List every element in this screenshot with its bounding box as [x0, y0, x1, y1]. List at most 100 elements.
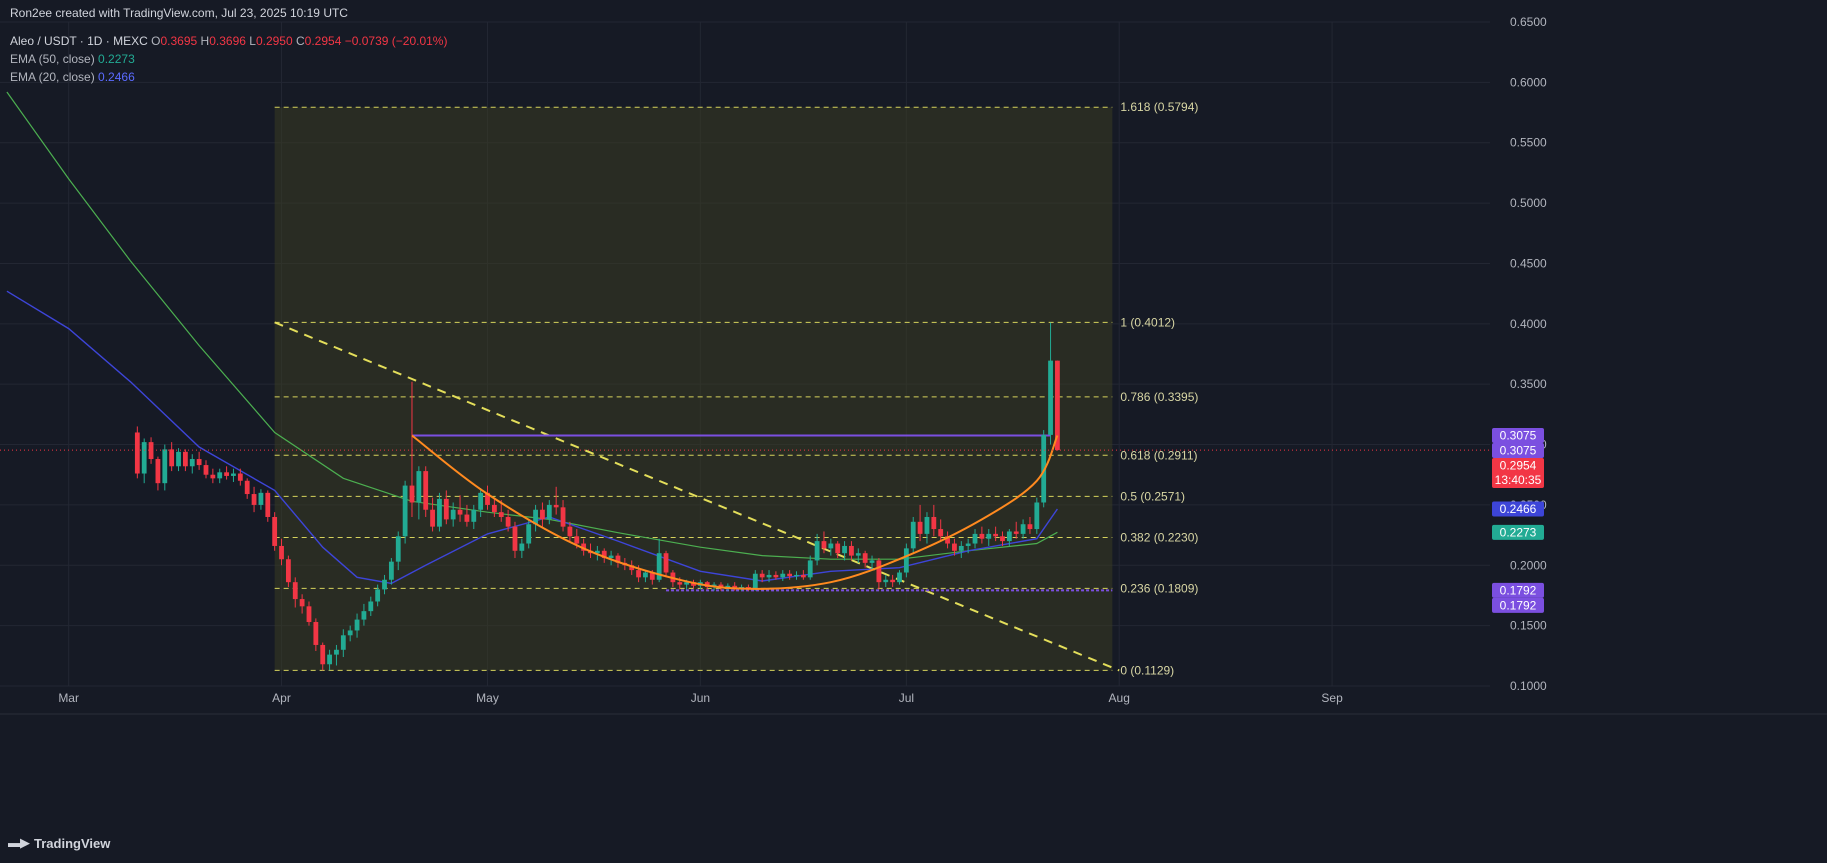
price-label-box: [1492, 501, 1544, 517]
tradingview-logo[interactable]: ▬▶ TradingView: [8, 835, 110, 851]
time-axis-tick-label: May: [476, 691, 499, 705]
candle: [993, 526, 999, 542]
candle-body: [855, 553, 861, 556]
price-label-box: [1492, 582, 1544, 598]
candle: [320, 642, 326, 671]
candle-body: [691, 582, 696, 586]
candle-body: [519, 543, 525, 551]
candles: [134, 322, 1060, 671]
candle: [615, 553, 621, 568]
candle: [485, 485, 490, 510]
symbol-legend[interactable]: Aleo / USDT · 1D · MEXC O0.3695 H0.3696 …: [10, 34, 447, 48]
candle-body: [835, 543, 841, 554]
candle: [965, 538, 971, 554]
candle-body: [1006, 531, 1012, 542]
symbol-name[interactable]: Aleo / USDT · 1D · MEXC: [10, 34, 148, 48]
candle-body: [382, 579, 387, 590]
candle-body: [251, 494, 257, 505]
candle: [313, 618, 319, 651]
candle: [1020, 519, 1026, 539]
candle-body: [189, 459, 195, 467]
candle-body: [224, 472, 229, 476]
candle: [512, 521, 518, 559]
price-label-text: 0.2273: [1500, 525, 1537, 539]
price-label-box: [1492, 524, 1544, 540]
candle-body: [910, 521, 916, 549]
time-axis: Mar Apr May Jun Jul Aug Sep: [58, 691, 1343, 705]
candle: [292, 577, 298, 608]
candle: [443, 490, 449, 525]
candle: [375, 584, 381, 607]
candle-body: [656, 553, 662, 580]
chart-credit: Ron2ee created with TradingView.com, Jul…: [10, 6, 348, 20]
countdown-label-text: 13:40:35: [1495, 473, 1542, 487]
candle-body: [862, 553, 868, 563]
candle-body: [773, 574, 779, 578]
ohlc-low-label: L: [249, 34, 256, 48]
ema20-legend[interactable]: EMA (20, close) 0.2466: [10, 70, 135, 84]
time-axis-tick-label: Apr: [272, 691, 291, 705]
candle: [155, 456, 161, 491]
candle: [869, 555, 875, 571]
candle-body: [430, 509, 435, 527]
candle-body: [237, 473, 243, 481]
candle-body: [601, 550, 607, 559]
candle-body: [203, 465, 209, 475]
candle-body: [148, 442, 154, 460]
candle: [780, 570, 786, 581]
candle: [478, 488, 484, 517]
candle: [663, 550, 669, 578]
candle-body: [210, 474, 216, 479]
candle: [629, 560, 635, 575]
candle-body: [292, 582, 298, 600]
candle-body: [334, 649, 339, 655]
candle-body: [450, 509, 456, 520]
candle-body: [347, 630, 353, 636]
candle: [1048, 322, 1053, 445]
candle: [773, 571, 779, 580]
candle: [224, 466, 229, 480]
candle-body: [849, 545, 854, 556]
candle: [491, 497, 497, 517]
price-label-box: [1492, 442, 1544, 458]
candle-body: [787, 573, 793, 577]
fibonacci-zone: [274, 107, 1113, 671]
price-label-box: [1492, 427, 1544, 443]
candle: [897, 570, 902, 585]
candle-body: [279, 545, 284, 560]
candle-body: [945, 536, 950, 544]
fib-level-label: 1.618 (0.5794): [1120, 100, 1198, 114]
price-axis-tick-label: 0.3500: [1510, 377, 1547, 391]
candle-body: [402, 485, 408, 537]
candle: [210, 468, 216, 484]
candle: [169, 442, 175, 472]
candle-body: [196, 459, 202, 466]
candle-body: [457, 509, 463, 515]
ema50-legend[interactable]: EMA (50, close) 0.2273: [10, 52, 135, 66]
candle-body: [828, 543, 834, 549]
candle: [279, 538, 284, 566]
candle: [1013, 521, 1019, 539]
ohlc-close-label: C: [296, 34, 305, 48]
candle: [141, 438, 147, 484]
candle-body: [546, 504, 552, 520]
price-axis-tick-label: 0.4500: [1510, 256, 1547, 270]
candle-body: [388, 561, 394, 580]
candle-body: [842, 545, 847, 554]
candle-body: [739, 587, 744, 589]
candle-body: [306, 606, 312, 623]
candle-body: [176, 451, 181, 467]
candle: [327, 649, 332, 671]
candle: [464, 504, 470, 527]
candle-body: [794, 574, 799, 577]
candle: [533, 504, 538, 532]
candle: [182, 449, 188, 472]
candle: [691, 579, 696, 589]
candle: [265, 490, 271, 522]
candle: [251, 486, 257, 513]
candle-body: [759, 573, 765, 578]
candle-body: [814, 541, 820, 561]
candle: [958, 541, 964, 559]
candle: [1034, 497, 1040, 534]
